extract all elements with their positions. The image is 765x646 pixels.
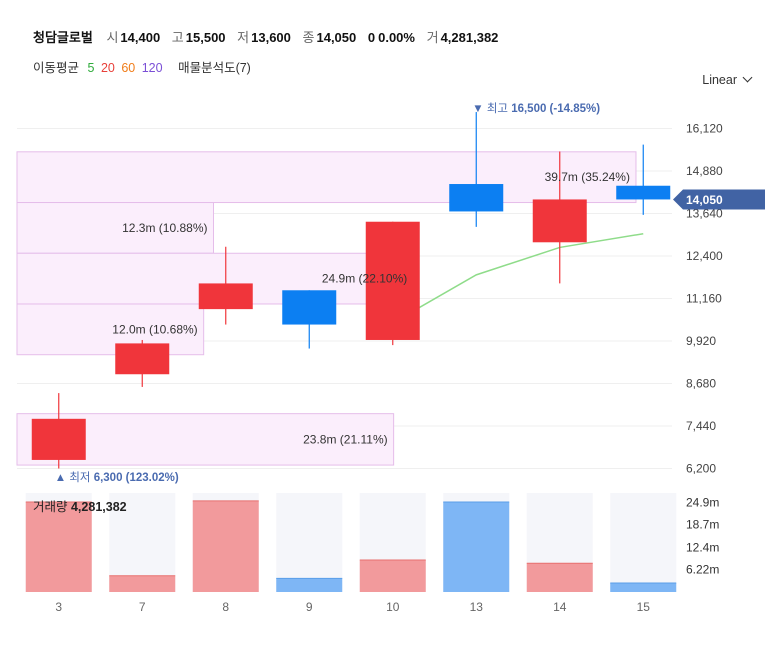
candle-body — [282, 290, 337, 325]
volume-title: 거래량 4,281,382 — [33, 500, 127, 514]
high-value: 15,500 — [185, 30, 226, 45]
volume-profile-label: 12.0m (10.68%) — [112, 322, 197, 336]
volume-profile-band — [16, 151, 637, 204]
low-value: 13,600 — [251, 30, 291, 45]
x-tick-label: 15 — [637, 600, 651, 614]
volume-tick-label: 18.7m — [686, 518, 719, 532]
candle-body — [31, 418, 86, 460]
close-label: 종 — [302, 30, 315, 45]
volume-bar — [359, 559, 426, 592]
min-price-marker: ▲ 최저 6,300 (123.02%) — [55, 471, 179, 484]
y-tick-label: 7,440 — [686, 419, 716, 433]
close-value: 14,050 — [316, 30, 357, 45]
volume-bar — [526, 563, 593, 592]
volume-value: 4,281,382 — [440, 30, 499, 45]
x-tick-label: 10 — [386, 600, 400, 614]
volume-slot — [610, 493, 677, 592]
candle-body — [532, 199, 587, 243]
y-tick-label: 6,200 — [686, 462, 716, 476]
volume-tick-label: 24.9m — [686, 495, 719, 509]
volume-bar — [25, 502, 92, 592]
x-tick-label: 14 — [553, 600, 567, 614]
change-percent: 0.00% — [378, 30, 415, 45]
y-tick-label: 16,120 — [686, 122, 723, 136]
ma5-line — [392, 232, 644, 324]
x-tick-label: 9 — [306, 600, 313, 614]
volume-tick-label: 6.22m — [686, 563, 719, 577]
y-tick-label: 11,160 — [686, 292, 722, 306]
volume-profile-label[interactable]: 매물분석도(7) — [178, 61, 251, 75]
y-tick-label: 13,640 — [686, 207, 723, 221]
open-label: 시 — [106, 30, 119, 45]
volume-slot — [276, 493, 343, 592]
low-label: 저 — [237, 30, 250, 45]
max-price-marker: ▼ 최고 16,500 (-14.85%) — [472, 102, 600, 115]
ma-20[interactable]: 20 — [100, 61, 115, 75]
x-tick-label: 7 — [139, 600, 146, 614]
volume-profile-band — [16, 303, 205, 356]
scale-dropdown[interactable]: Linear — [702, 72, 753, 87]
volume-profile-label: 39.7m (35.24%) — [545, 170, 630, 184]
indicator-legend: 이동평균 5 20 60 120 매물분석도(7) — [33, 57, 256, 76]
volume-tick-label: 12.4m — [686, 540, 719, 554]
current-price-label: 14,050 — [686, 193, 723, 207]
ma-120[interactable]: 120 — [141, 61, 163, 75]
volume-label: 거 — [426, 30, 439, 45]
candle-body — [449, 184, 504, 212]
volume-bar — [192, 500, 259, 592]
stock-name: 청담글로벌 — [33, 30, 93, 45]
open-value: 14,400 — [120, 30, 161, 45]
x-tick-label: 8 — [222, 600, 229, 614]
y-tick-label: 8,680 — [686, 377, 716, 391]
volume-bar — [443, 502, 510, 592]
current-price-badge — [673, 189, 765, 210]
volume-bar — [276, 578, 343, 592]
scale-label: Linear — [702, 73, 737, 87]
volume-profile-label: 23.8m (21.11%) — [303, 432, 388, 446]
y-tick-label: 14,880 — [686, 164, 723, 178]
volume-bar — [109, 575, 176, 592]
x-tick-label: 3 — [55, 600, 62, 614]
candle-body — [616, 185, 671, 200]
volume-profile-label: 12.3m (10.88%) — [122, 221, 207, 235]
volume-profile-label: 24.9m (22.10%) — [322, 272, 407, 286]
x-tick-label: 13 — [470, 600, 484, 614]
volume-bar — [610, 583, 677, 592]
y-tick-label: 12,400 — [686, 249, 723, 263]
moving-average-label[interactable]: 이동평균 — [33, 61, 80, 75]
high-label: 고 — [171, 30, 184, 45]
ma-60[interactable]: 60 — [121, 61, 136, 75]
y-tick-label: 9,920 — [686, 334, 716, 348]
ma-5[interactable]: 5 — [87, 61, 95, 75]
candle-body — [198, 283, 253, 310]
candle-body — [365, 221, 420, 340]
change-value: 0 — [367, 30, 376, 45]
candle-body — [115, 343, 170, 375]
